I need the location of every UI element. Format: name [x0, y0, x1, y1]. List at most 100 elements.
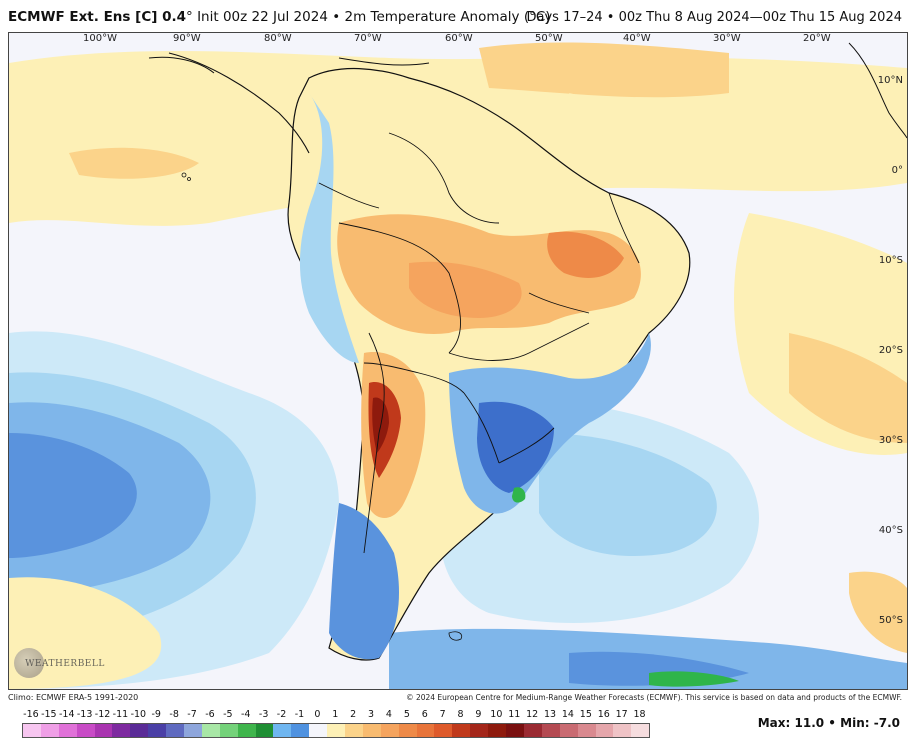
colorbar-cell — [362, 724, 381, 737]
colorbar-tick-label: -9 — [151, 709, 161, 720]
caribbean-warm-patch — [479, 42, 729, 98]
colorbar-tick-label: -14 — [58, 709, 75, 720]
colorbar-tick-label: -7 — [187, 709, 197, 720]
colorbar-tick-label: 10 — [490, 709, 503, 720]
colorbar-cell — [398, 724, 417, 737]
colorbar-tick-label: 1 — [332, 709, 339, 720]
colorbar-cell — [613, 724, 632, 737]
lon-label-30w: 30°W — [713, 33, 741, 44]
colorbar-tick-label: 13 — [544, 709, 557, 720]
colorbar-tick-label: -8 — [169, 709, 179, 720]
east-atlantic-warm-core — [789, 333, 907, 443]
colorbar-tick-label: 9 — [475, 709, 482, 720]
colorbar-cell — [58, 724, 77, 737]
colorbar-cell — [631, 724, 650, 737]
colorbar-cell — [345, 724, 363, 737]
andes-cool-stripe — [299, 93, 359, 363]
colorbar-cell — [130, 724, 149, 737]
colorbar-cell — [237, 724, 256, 737]
colorbar-cell — [416, 724, 435, 737]
lat-label-10n: 10°N — [877, 75, 903, 86]
colorbar-tick-label: -10 — [130, 709, 147, 720]
colorbar-tick-label: 0 — [314, 709, 321, 720]
variable-name: 2m Temperature Anomaly (°C) — [344, 9, 551, 25]
mexico-coast — [148, 56, 215, 74]
title-separator: • — [332, 9, 341, 25]
anomaly-map: 100°W 90°W 80°W 70°W 60°W 50°W 40°W 30°W… — [8, 32, 908, 690]
colorbar-labels: -16 -15 -14 -13 -12 -11 -10 -9 -8 -7 -6 -5 -4 -3 -2 -1 0… — [22, 709, 652, 721]
falkland-islands — [448, 631, 463, 641]
colorbar-tick-label: 15 — [579, 709, 592, 720]
colorbar-cell — [166, 724, 185, 737]
colorbar-cell — [327, 724, 346, 737]
colorbar-cell — [201, 724, 220, 737]
colorbar-tick-label: -13 — [76, 709, 93, 720]
far-east-warm-patch — [849, 571, 907, 653]
pacific-deep-core — [9, 433, 137, 558]
copyright-note: © 2024 European Centre for Medium-Range … — [406, 693, 902, 702]
lat-label-20s: 20°S — [878, 345, 903, 356]
africa-coast — [848, 42, 907, 139]
lon-label-50w: 50°W — [535, 33, 563, 44]
brazil-warm-core — [409, 261, 522, 318]
colorbar-tick-label: -3 — [258, 709, 269, 720]
northeast-brazil-warm-core — [547, 231, 624, 278]
colorbar-tick-label: -11 — [112, 709, 129, 720]
lon-label-70w: 70°W — [354, 33, 382, 44]
weatherbell-logo: WEATHERBELL — [14, 646, 104, 682]
colorbar-tick-label: 8 — [457, 709, 464, 720]
map-canvas — [9, 33, 907, 689]
colorbar-cell — [40, 724, 59, 737]
colorbar-cell — [380, 724, 399, 737]
colorbar-cell — [523, 724, 542, 737]
southern-ocean-green-core — [649, 671, 739, 687]
colorbar-cell — [309, 724, 328, 737]
lat-label-10s: 10°S — [878, 255, 903, 266]
degree-symbol: ° — [186, 9, 193, 25]
colorbar-tick-label: 5 — [403, 709, 410, 720]
colorbar-cell — [452, 724, 471, 737]
colorbar-tick-label: -1 — [294, 709, 305, 720]
colorbar-tick-label: 18 — [633, 709, 646, 720]
colorbar-tick-label: 16 — [597, 709, 610, 720]
colorbar-tick-label: 3 — [368, 709, 375, 720]
colorbar-tick-label: -2 — [276, 709, 287, 720]
map-header: ECMWF Ext. Ens [C] 0.4° Init 00z 22 Jul … — [0, 0, 914, 32]
logo-globe-icon — [14, 648, 44, 678]
map-title: ECMWF Ext. Ens [C] 0.4° Init 00z 22 Jul … — [8, 9, 551, 25]
colorbar-cell — [94, 724, 113, 737]
lon-label-60w: 60°W — [445, 33, 473, 44]
colorbar-cell — [112, 724, 131, 737]
colorbar-cell — [559, 724, 578, 737]
colorbar-cell — [255, 724, 274, 737]
max-min-separator: • — [828, 716, 836, 730]
colorbar-cell — [76, 724, 95, 737]
climo-note: Climo: ECMWF ERA-5 1991-2020 — [8, 693, 139, 702]
min-label: Min: — [840, 716, 870, 730]
colorbar-cell — [148, 724, 167, 737]
uruguay-green-spot — [512, 487, 526, 503]
colorbar-tick-label: -15 — [41, 709, 57, 720]
init-time: Init 00z 22 Jul 2024 — [197, 9, 328, 25]
logo-text: WEATHERBELL — [25, 659, 105, 669]
colorbar-tick-label: -4 — [241, 709, 251, 720]
colorbar-tick-label: 14 — [561, 709, 574, 720]
colorbar-cell — [291, 724, 310, 737]
colorbar-cell — [541, 724, 560, 737]
colorbar-cell — [488, 724, 507, 737]
colorbar-tick-label: 6 — [421, 709, 428, 720]
pacific-warm-patch — [69, 147, 199, 179]
colorbar-tick-label: 2 — [350, 709, 357, 720]
atlantic-warm-band — [569, 93, 907, 173]
galapagos-islands — [181, 172, 187, 178]
uruguay-cold-core — [477, 401, 554, 493]
colorbar-cell — [470, 724, 489, 737]
max-value: 11.0 — [794, 716, 825, 730]
colorbar-tick-label: 12 — [526, 709, 539, 720]
lat-label-0: 0° — [891, 165, 903, 176]
model-name: ECMWF Ext. Ens [C] 0.4 — [8, 9, 187, 25]
colorbar-cell — [219, 724, 238, 737]
central-america-coast — [168, 52, 310, 154]
colorbar-tick-label: 7 — [439, 709, 446, 720]
caribbean-coast — [338, 57, 430, 66]
